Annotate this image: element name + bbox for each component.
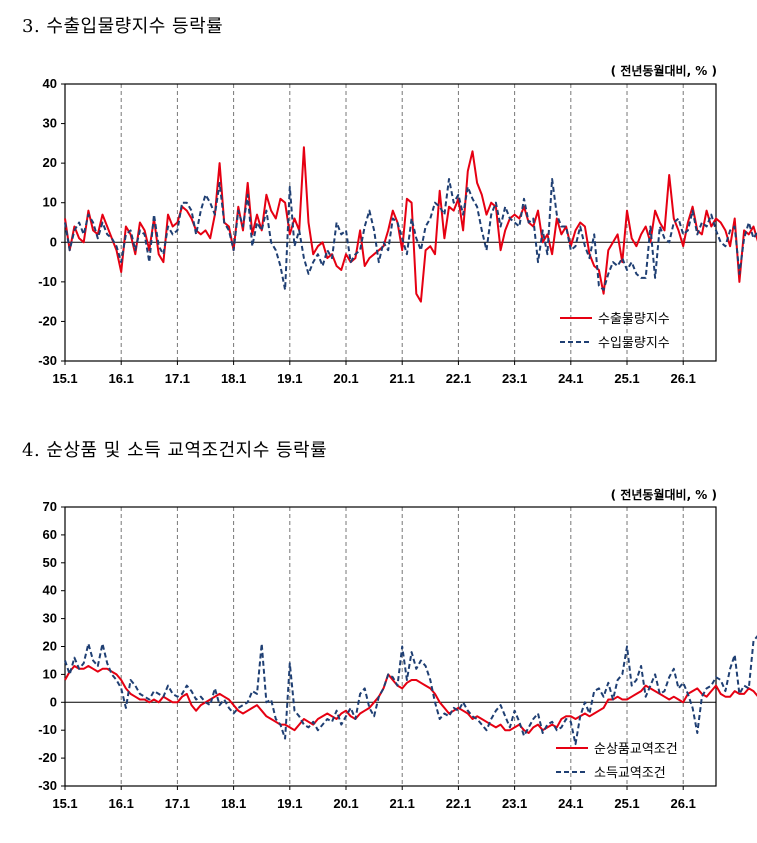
y-tick-label: 0: [50, 234, 57, 249]
chart4: 70 60 50 40 30 20 10 0 -10 -20 -30 15.1 16.1 17.1 18.1…: [38, 499, 757, 811]
y-tick-label: 30: [43, 611, 57, 626]
y-tick-label: 70: [43, 499, 57, 514]
x-tick-label: 21.1: [390, 371, 415, 386]
x-tick-label: 22.1: [446, 796, 471, 811]
chart3-unit-note: ( 전년동월대비, % ): [610, 64, 717, 78]
x-tick-label: 26.1: [671, 371, 696, 386]
x-tick-label: 20.1: [333, 796, 358, 811]
y-tick-label: 20: [43, 639, 57, 654]
y-tick-label: 60: [43, 527, 57, 542]
x-tick-label: 18.1: [221, 796, 246, 811]
y-tick-label: -10: [38, 274, 57, 289]
chart3: 40 30 20 10 0 -10 -20 -30 15.1 16.1 17.1 18.1 19.1 20…: [38, 76, 757, 386]
x-tick-label: 24.1: [558, 371, 583, 386]
y-tick-label: -20: [38, 750, 57, 765]
x-tick-label: 22.1: [446, 371, 471, 386]
x-tick-label: 16.1: [109, 371, 134, 386]
x-tick-label: 24.1: [558, 796, 583, 811]
x-tick-label: 20.1: [333, 371, 358, 386]
legend-label: 수입물량지수: [598, 336, 670, 351]
y-tick-label: 40: [43, 583, 57, 598]
x-tick-label: 19.1: [277, 796, 302, 811]
x-tick-label: 23.1: [502, 796, 527, 811]
x-tick-label: 15.1: [52, 796, 77, 811]
x-tick-label: 15.1: [52, 371, 77, 386]
x-tick-label: 18.1: [221, 371, 246, 386]
x-tick-label: 17.1: [165, 796, 190, 811]
y-tick-label: 50: [43, 555, 57, 570]
chart4-section-title: 4. 순상품 및 소득 교역조건지수 등락률: [22, 440, 328, 461]
y-tick-label: 30: [43, 116, 57, 131]
y-tick-label: -10: [38, 722, 57, 737]
x-tick-label: 16.1: [109, 796, 134, 811]
y-tick-label: -30: [38, 353, 57, 368]
series-line-secondary: [64, 178, 757, 291]
x-tick-label: 21.1: [390, 796, 415, 811]
series-line-primary: [64, 665, 757, 734]
series-line-secondary: [64, 635, 757, 746]
x-tick-label: 19.1: [277, 371, 302, 386]
y-tick-label: -20: [38, 313, 57, 328]
legend-label: 소득교역조건: [594, 766, 666, 781]
y-tick-label: 20: [43, 155, 57, 170]
y-tick-label: 10: [43, 195, 57, 210]
x-tick-label: 25.1: [614, 796, 639, 811]
x-tick-label: 26.1: [671, 796, 696, 811]
y-tick-label: 0: [50, 694, 57, 709]
y-tick-label: 10: [43, 666, 57, 681]
series-line-primary: [64, 146, 757, 303]
x-tick-label: 25.1: [614, 371, 639, 386]
y-tick-label: -30: [38, 778, 57, 793]
y-tick-label: 40: [43, 76, 57, 91]
x-tick-label: 17.1: [165, 371, 190, 386]
chart3-section-title: 3. 수출입물량지수 등락률: [22, 16, 224, 37]
legend-label: 수출물량지수: [598, 312, 670, 327]
x-tick-label: 23.1: [502, 371, 527, 386]
legend-label: 순상품교역조건: [594, 742, 678, 757]
chart4-unit-note: ( 전년동월대비, % ): [610, 488, 717, 502]
